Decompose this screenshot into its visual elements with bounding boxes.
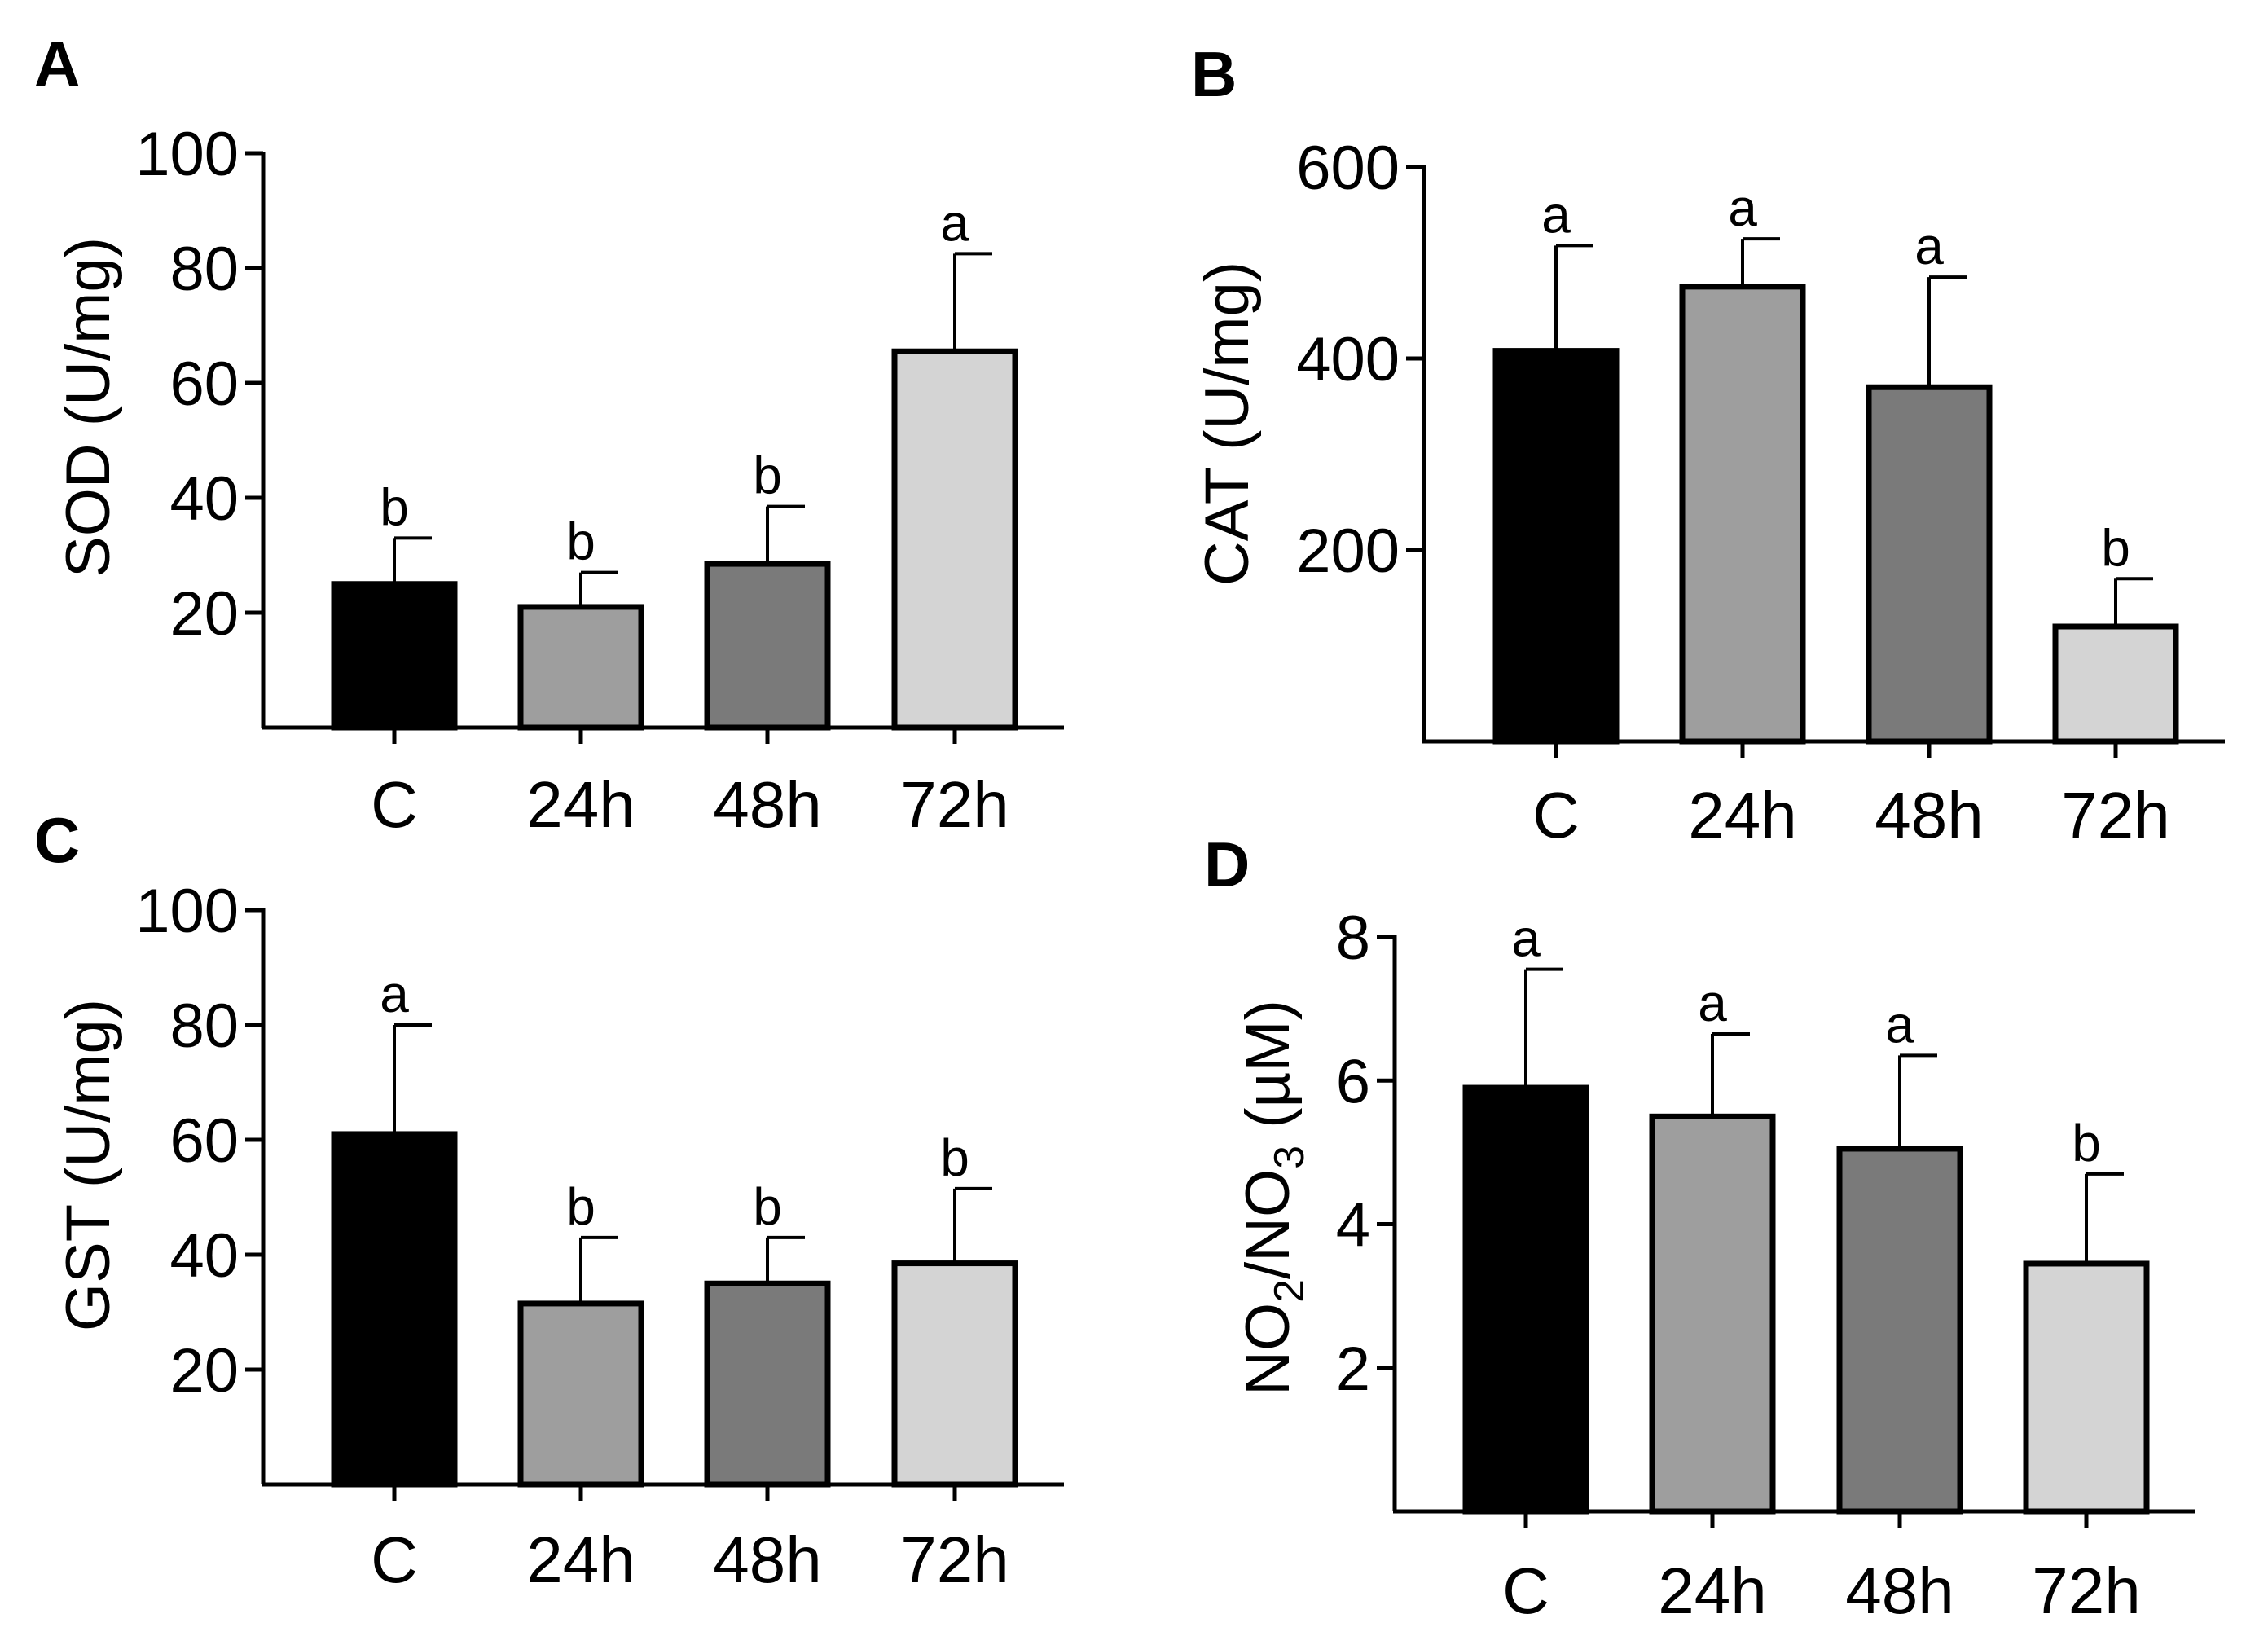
significance-label: b — [566, 512, 596, 571]
y-tick-label: 60 — [169, 1106, 239, 1176]
x-category-label: 24h — [1688, 779, 1796, 851]
y-axis-label: NO2/NO3 (µM) — [1233, 1000, 1313, 1396]
significance-label: b — [2101, 518, 2130, 577]
y-tick-label: 80 — [169, 235, 239, 304]
bar-24h — [517, 1300, 644, 1488]
x-category-label: C — [371, 768, 418, 841]
bar-72h — [891, 348, 1018, 731]
bar-C — [1462, 1084, 1589, 1515]
significance-label: b — [940, 1128, 969, 1187]
significance-label: a — [940, 193, 969, 252]
y-tick-label: 40 — [169, 1221, 239, 1291]
bar-48h — [1866, 384, 1993, 745]
significance-label: a — [1885, 995, 1914, 1053]
y-tick-label: 20 — [169, 579, 239, 649]
y-axis-label: CAT (U/mg) — [1193, 262, 1262, 586]
bar-C — [331, 1131, 458, 1488]
x-category-label: 24h — [526, 768, 635, 841]
x-category-label: C — [1532, 779, 1580, 851]
bar-C — [1492, 348, 1620, 745]
y-tick-label: 600 — [1296, 134, 1400, 203]
x-category-label: C — [1502, 1555, 1549, 1627]
significance-label: a — [1511, 909, 1541, 968]
significance-label: a — [1541, 185, 1571, 244]
panel-a: A SOD (U/mg) 20 40 60 80 100 b Cb 24h b 48h a 72h — [34, 28, 1064, 841]
panel-label: A — [34, 28, 80, 99]
x-category-label: 24h — [1658, 1555, 1766, 1627]
panel-label: C — [34, 804, 80, 876]
x-category-label: 72h — [900, 1524, 1009, 1596]
bar-72h — [2023, 1260, 2150, 1515]
x-category-label: 48h — [713, 768, 821, 841]
significance-label: b — [753, 1177, 782, 1236]
y-tick-label: 6 — [1336, 1047, 1370, 1116]
y-tick-label: 200 — [1296, 517, 1400, 586]
y-tick-label: 60 — [169, 350, 239, 419]
x-category-label: 72h — [2032, 1555, 2140, 1627]
bar-72h — [2052, 623, 2179, 745]
significance-label: b — [380, 477, 409, 536]
bar-24h — [517, 604, 644, 731]
significance-label: b — [2072, 1114, 2101, 1172]
panel-b: B CAT (U/mg) 200 400 600 a Ca 24h a 48h b 72h — [1191, 38, 2225, 851]
y-axis-label: SOD (U/mg) — [54, 237, 123, 578]
significance-label: a — [1914, 217, 1944, 275]
bar-48h — [1836, 1146, 1963, 1515]
y-tick-label: 8 — [1336, 904, 1370, 973]
y-tick-label: 40 — [169, 464, 239, 534]
y-tick-label: 4 — [1336, 1191, 1370, 1260]
panel-label: D — [1204, 829, 1250, 900]
y-tick-label: 100 — [135, 877, 239, 946]
x-category-label: 72h — [900, 768, 1009, 841]
significance-label: b — [753, 446, 782, 505]
y-tick-label: 100 — [135, 120, 239, 189]
y-tick-label: 80 — [169, 992, 239, 1061]
bar-48h — [704, 561, 831, 731]
bar-24h — [1649, 1113, 1776, 1515]
bar-24h — [1679, 284, 1806, 745]
y-axis-label: GST (U/mg) — [54, 999, 123, 1331]
y-tick-label: 400 — [1296, 325, 1400, 394]
significance-label: a — [380, 965, 409, 1023]
significance-label: b — [566, 1177, 596, 1236]
y-tick-label: 20 — [169, 1336, 239, 1405]
significance-label: a — [1698, 974, 1727, 1032]
x-category-label: 24h — [526, 1524, 635, 1596]
x-category-label: 48h — [1845, 1555, 1954, 1627]
significance-label: a — [1728, 178, 1757, 237]
x-category-label: 48h — [1875, 779, 1983, 851]
x-category-label: 48h — [713, 1524, 821, 1596]
bar-48h — [704, 1280, 831, 1488]
x-category-label: 72h — [2061, 779, 2169, 851]
bar-C — [331, 581, 458, 731]
x-category-label: C — [371, 1524, 418, 1596]
panel-c: C GST (U/mg) 20 40 60 80 100 a Cb 24h b 48h b 72h — [34, 804, 1064, 1596]
y-tick-label: 2 — [1336, 1335, 1370, 1404]
panel-d: D NO2/NO3 (µM) 2 4 6 8 a Ca 24h a 48h b 72h — [1204, 829, 2195, 1627]
panel-label: B — [1191, 38, 1237, 110]
bar-72h — [891, 1260, 1018, 1488]
